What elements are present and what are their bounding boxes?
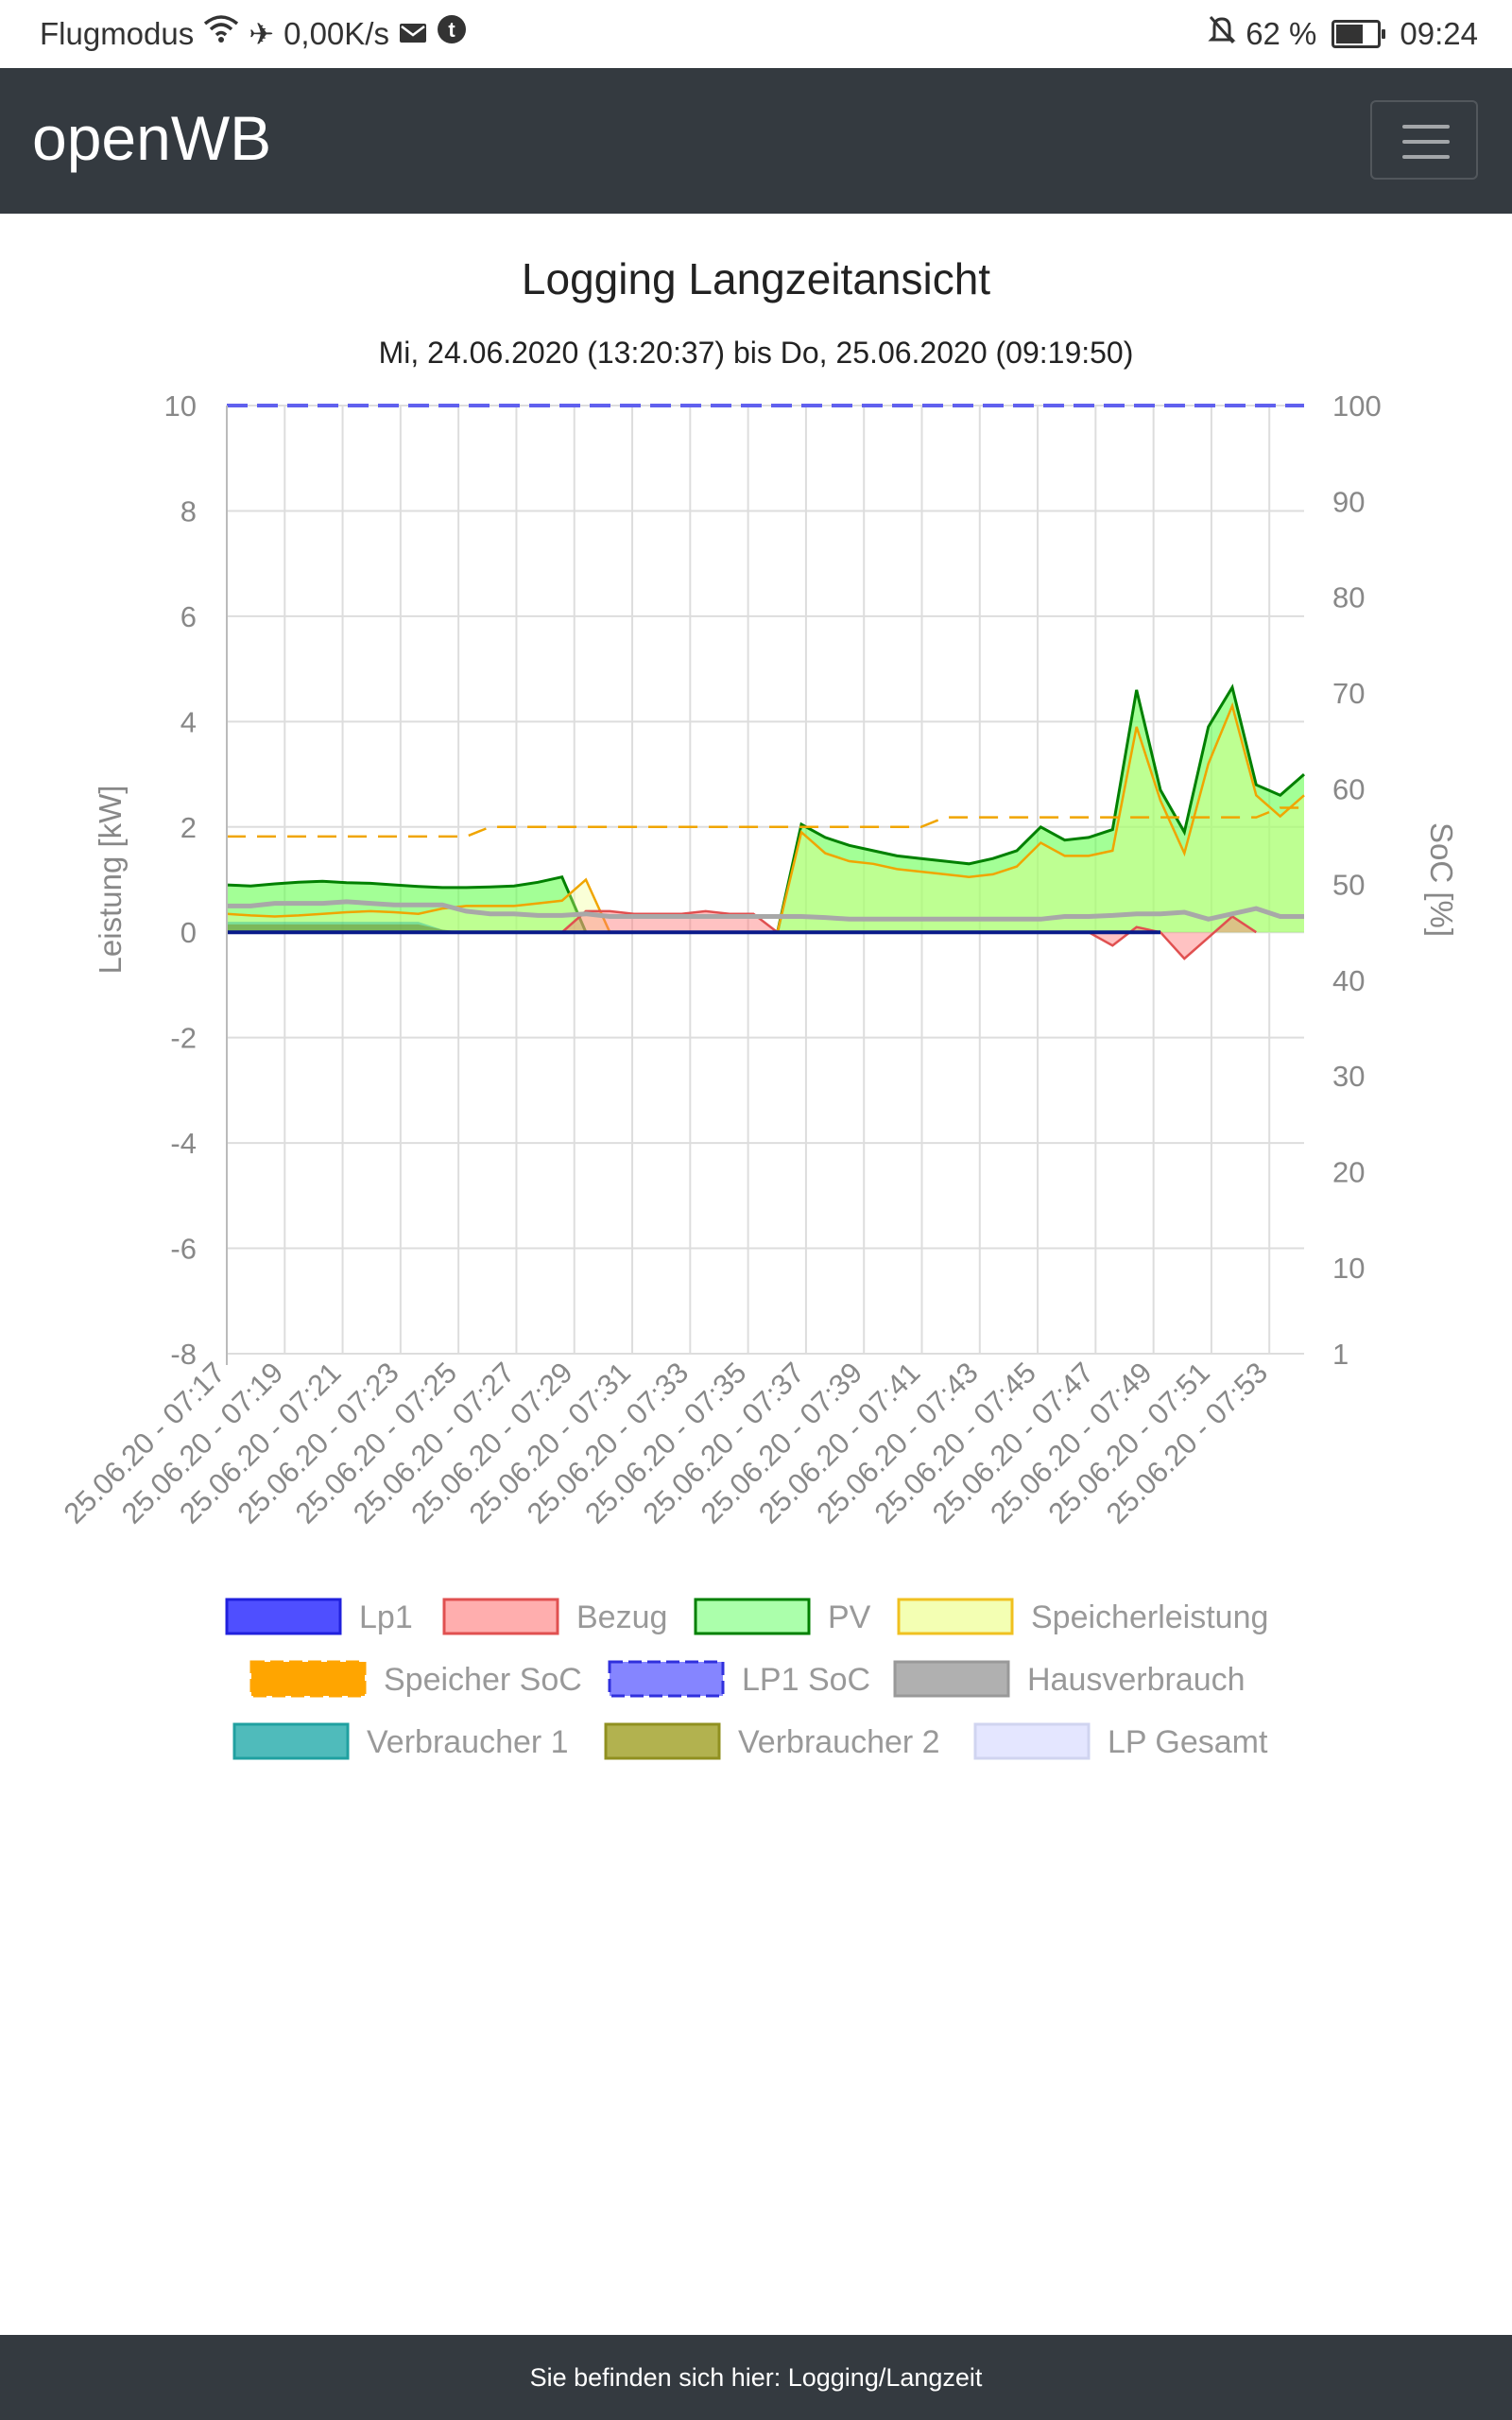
svg-text:t: t bbox=[448, 18, 455, 42]
plot-area bbox=[226, 404, 1305, 960]
legend-label: Verbraucher 2 bbox=[738, 1724, 940, 1760]
y-tick-label: 6 bbox=[180, 600, 197, 633]
series-haus-line bbox=[227, 899, 1304, 922]
legend-item-verbraucher1[interactable]: Verbraucher 1 bbox=[232, 1722, 569, 1760]
y-axis-label: Leistung [kW] bbox=[93, 786, 128, 975]
legend-swatch bbox=[604, 1722, 721, 1760]
legend-item-haus[interactable]: Hausverbrauch bbox=[893, 1660, 1246, 1698]
legend-swatch bbox=[897, 1598, 1014, 1635]
legend-label: LP Gesamt bbox=[1108, 1724, 1268, 1760]
y-tick-label: -2 bbox=[170, 1022, 197, 1055]
series-bezug-area bbox=[227, 910, 1257, 959]
y2-tick-label: 10 bbox=[1332, 1252, 1365, 1285]
y2-tick-label: 80 bbox=[1332, 581, 1365, 614]
y2-tick-label: 60 bbox=[1332, 772, 1365, 805]
y-tick-label: -8 bbox=[170, 1338, 197, 1371]
chart-title: Logging Langzeitansicht bbox=[522, 254, 990, 303]
legend-swatch bbox=[973, 1722, 1091, 1760]
y-tick-label: 10 bbox=[164, 389, 197, 423]
legend-label: Speicherleistung bbox=[1031, 1599, 1268, 1635]
breadcrumb: Sie befinden sich hier: Logging/Langzeit bbox=[529, 2363, 983, 2392]
y-tick-label: 4 bbox=[180, 705, 197, 738]
legend-label: Hausverbrauch bbox=[1027, 1662, 1246, 1698]
y2-tick-label: 40 bbox=[1332, 964, 1365, 997]
series-speicher-area bbox=[227, 705, 1304, 933]
airplane-mode-label: Flugmodus bbox=[40, 15, 195, 51]
legend-swatch bbox=[608, 1660, 725, 1698]
legend-swatch bbox=[225, 1598, 342, 1635]
legend-swatch bbox=[232, 1722, 350, 1760]
tumblr-icon: t bbox=[437, 14, 467, 53]
legend-swatch bbox=[442, 1598, 559, 1635]
y-tick-label: 0 bbox=[180, 916, 197, 949]
legend-label: PV bbox=[828, 1599, 871, 1635]
y2-tick-label: 70 bbox=[1332, 677, 1365, 710]
footer: Sie befinden sich hier: Logging/Langzeit bbox=[0, 2335, 1512, 2420]
y2-tick-label: 20 bbox=[1332, 1156, 1365, 1189]
legend-item-bezug[interactable]: Bezug bbox=[442, 1598, 667, 1635]
menu-toggle-button[interactable] bbox=[1370, 100, 1478, 180]
y-tick-label: -4 bbox=[170, 1127, 197, 1160]
legend-label: Verbraucher 1 bbox=[367, 1724, 569, 1760]
chart-subtitle: Mi, 24.06.2020 (13:20:37) bis Do, 25.06.… bbox=[379, 336, 1134, 370]
y2-tick-label: 100 bbox=[1332, 389, 1382, 423]
legend: Lp1 Bezug PV Speicherleistung Speicher SoC LP… bbox=[225, 1598, 1268, 1760]
battery-percent: 62 % bbox=[1246, 15, 1317, 51]
network-speed: 0,00K/s bbox=[284, 15, 389, 51]
legend-label: Speicher SoC bbox=[384, 1662, 582, 1698]
legend-label: Lp1 bbox=[359, 1599, 413, 1635]
legend-swatch bbox=[694, 1598, 811, 1635]
legend-item-lp1soc[interactable]: LP1 SoC bbox=[608, 1660, 870, 1698]
y2-axis-label: SoC [%] bbox=[1424, 822, 1459, 937]
legend-item-pv[interactable]: PV bbox=[694, 1598, 871, 1635]
legend-swatch bbox=[893, 1660, 1010, 1698]
legend-item-lpgesamt[interactable]: LP Gesamt bbox=[973, 1722, 1268, 1760]
chart-container: Logging Langzeitansicht Mi, 24.06.2020 (… bbox=[0, 214, 1512, 1821]
mail-icon bbox=[399, 15, 427, 53]
status-bar: Flugmodus ✈ 0,00K/s t 62 % 09:24 bbox=[0, 0, 1512, 68]
y-tick-label: 2 bbox=[180, 811, 197, 844]
legend-label: LP1 SoC bbox=[742, 1662, 870, 1698]
legend-item-speicher[interactable]: Speicherleistung bbox=[897, 1598, 1268, 1635]
airplane-icon: ✈ bbox=[249, 16, 275, 51]
y2-tick-label: 1 bbox=[1332, 1338, 1349, 1371]
logging-chart: Logging Langzeitansicht Mi, 24.06.2020 (… bbox=[58, 254, 1459, 1760]
legend-label: Bezug bbox=[576, 1599, 667, 1635]
battery-icon bbox=[1332, 19, 1386, 48]
legend-item-verbraucher2[interactable]: Verbraucher 2 bbox=[604, 1722, 940, 1760]
legend-item-speicher-soc[interactable]: Speicher SoC bbox=[249, 1660, 582, 1698]
series-pv-area bbox=[227, 687, 1304, 933]
y2-tick-label: 90 bbox=[1332, 485, 1365, 518]
y2-tick-label: 30 bbox=[1332, 1060, 1365, 1093]
y-tick-label: -6 bbox=[170, 1233, 197, 1266]
y-tick-label: 8 bbox=[180, 494, 197, 527]
navbar: openWB bbox=[0, 68, 1512, 214]
axes: 1086420-2-4-6-8100908070605040302010125.… bbox=[58, 389, 1459, 1530]
legend-swatch bbox=[249, 1660, 367, 1698]
clock: 09:24 bbox=[1400, 15, 1478, 51]
legend-item-lp1[interactable]: Lp1 bbox=[225, 1598, 413, 1635]
wifi-icon bbox=[203, 14, 239, 53]
bell-off-icon bbox=[1208, 14, 1236, 53]
y2-tick-label: 50 bbox=[1332, 869, 1365, 902]
brand-logo[interactable]: openWB bbox=[32, 103, 272, 173]
